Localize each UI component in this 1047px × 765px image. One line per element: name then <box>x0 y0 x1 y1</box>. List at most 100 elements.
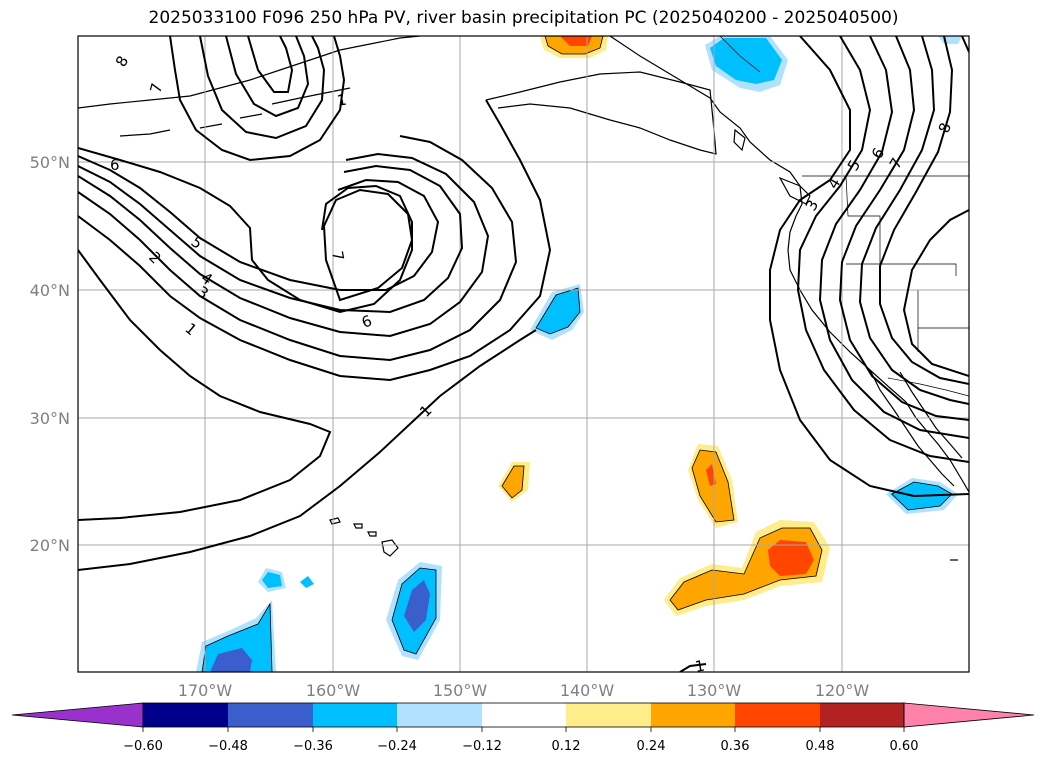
pv-contour-1-south <box>78 329 537 571</box>
colorbar-segment <box>735 703 820 727</box>
plot-frame <box>77 35 970 673</box>
lat-label: 20°N <box>30 536 70 555</box>
pv-label: 6 <box>868 145 888 162</box>
pv-contour-east <box>838 36 969 421</box>
precip-positive-area <box>692 450 734 522</box>
colorbar-frame <box>142 702 905 728</box>
lon-label: 160°W <box>306 681 361 700</box>
pv-contour-arc <box>225 36 310 118</box>
colorbar-segment <box>651 703 735 727</box>
colorbar-extend-min <box>11 702 144 728</box>
pv-contour-arc <box>199 36 326 140</box>
us-mexico-border <box>887 377 969 397</box>
colorbar-tick-label: −0.24 <box>377 739 417 754</box>
pv-label: 5 <box>844 157 864 174</box>
colorbar-tick-label: 0.24 <box>637 739 666 754</box>
pv-contour-6 <box>78 147 413 314</box>
pv-label: 6 <box>110 156 120 174</box>
lat-label: 30°N <box>30 409 70 428</box>
lon-label: 140°W <box>560 681 615 700</box>
haida-gwaii <box>733 128 746 152</box>
alaska-canada-border <box>719 36 761 73</box>
colorbar-segment <box>228 703 313 727</box>
pv-label: 7 <box>146 81 166 95</box>
precip-outlines <box>201 36 953 672</box>
colorbar-segment <box>566 703 651 727</box>
pv-label: 7 <box>886 155 906 172</box>
lon-label: 130°W <box>687 681 742 700</box>
pv-contours <box>78 36 969 672</box>
pv-contour-arc <box>169 36 346 162</box>
pv-label: 5 <box>188 233 206 253</box>
colorbar-tick-label: 0.12 <box>552 739 581 754</box>
precip-positive-area <box>502 466 524 498</box>
coastlines <box>78 36 969 561</box>
colorbar-tick-label: 0.36 <box>721 739 750 754</box>
pv-contour-east <box>796 36 969 463</box>
precip-shading <box>196 36 962 672</box>
colorbar-tick-label: −0.60 <box>123 739 163 754</box>
colorbar-tick-label: 0.48 <box>806 739 835 754</box>
lon-label: 150°W <box>433 681 488 700</box>
pv-label: 3 <box>194 283 212 303</box>
precip-negative-area <box>404 580 430 632</box>
pv-contour-east <box>902 36 969 377</box>
pv-contour-east <box>818 36 969 439</box>
gulf-of-alaska-coast <box>485 71 717 155</box>
colorbar-segment <box>820 703 904 727</box>
pv-contour-4 <box>78 164 464 314</box>
aleutian-islands <box>119 87 351 137</box>
precip-positive-area <box>560 36 592 46</box>
hawaii-big-island <box>381 539 399 557</box>
lat-label: 40°N <box>30 281 70 300</box>
map-title: 2025033100 F096 250 hPa PV, river basin … <box>148 8 899 28</box>
colorbar-segment <box>313 703 397 727</box>
gridlines <box>78 36 969 672</box>
pv-contour-east <box>769 36 969 498</box>
pv-contour-labels: 8 7 6 5 4 3 2 1 7 6 1 1 8 7 6 5 4 3 1 <box>110 53 955 676</box>
pv-label: 4 <box>824 175 844 192</box>
vancouver-island <box>778 176 811 205</box>
lon-label: 120°W <box>815 681 870 700</box>
pv-contour-5 <box>78 155 440 291</box>
pv-contour-1-small <box>679 663 707 672</box>
hawaii-islands <box>329 517 377 537</box>
pv-label: 1 <box>694 657 707 676</box>
colorbar-tick-label: −0.48 <box>208 739 248 754</box>
pv-contour-1-south <box>78 249 332 521</box>
pv-contour-2 <box>78 135 518 362</box>
latitude-labels: 50°N 40°N 30°N 20°N <box>30 153 70 555</box>
pv-label: 2 <box>145 248 164 267</box>
colorbar-segment <box>397 703 482 727</box>
baja-california-coast <box>869 369 963 487</box>
precip-negative-area <box>262 572 282 588</box>
lat-label: 50°N <box>30 153 70 172</box>
pv-contour-1 <box>78 99 552 382</box>
pv-label: 1 <box>181 319 200 339</box>
pv-label: 6 <box>359 312 374 332</box>
alaska-coastline <box>78 36 421 109</box>
lon-label: 170°W <box>178 681 233 700</box>
colorbar-tick-label: −0.12 <box>462 739 502 754</box>
colorbar-tick-label: 0.60 <box>890 739 919 754</box>
colorbar-tick-label: −0.36 <box>293 739 333 754</box>
precip-negative-area <box>210 648 252 672</box>
pv-contour-arc <box>247 36 294 93</box>
longitude-labels: 170°W 160°W 150°W 140°W 130°W 120°W <box>178 681 870 700</box>
colorbar: −0.60 −0.48 −0.36 −0.24 −0.12 0.12 0.24 … <box>11 702 1035 754</box>
pv-label: 8 <box>935 120 955 135</box>
map-plot-area: 8 7 6 5 4 3 2 1 7 6 1 1 8 7 6 5 4 3 1 <box>78 36 969 676</box>
pv-label: 8 <box>112 53 132 70</box>
precip-negative-area <box>938 36 962 44</box>
pv-contour-3 <box>78 152 490 338</box>
pv-label: 7 <box>328 250 347 263</box>
precip-positive-area <box>768 540 814 576</box>
colorbar-segment <box>143 703 228 727</box>
pv-contour-east <box>858 36 969 405</box>
colorbar-segment <box>482 703 566 727</box>
pv-label: 1 <box>336 91 349 110</box>
colorbar-extend-max <box>903 702 1035 728</box>
precip-negative-area <box>536 288 580 334</box>
pv-contour-east <box>879 36 969 385</box>
